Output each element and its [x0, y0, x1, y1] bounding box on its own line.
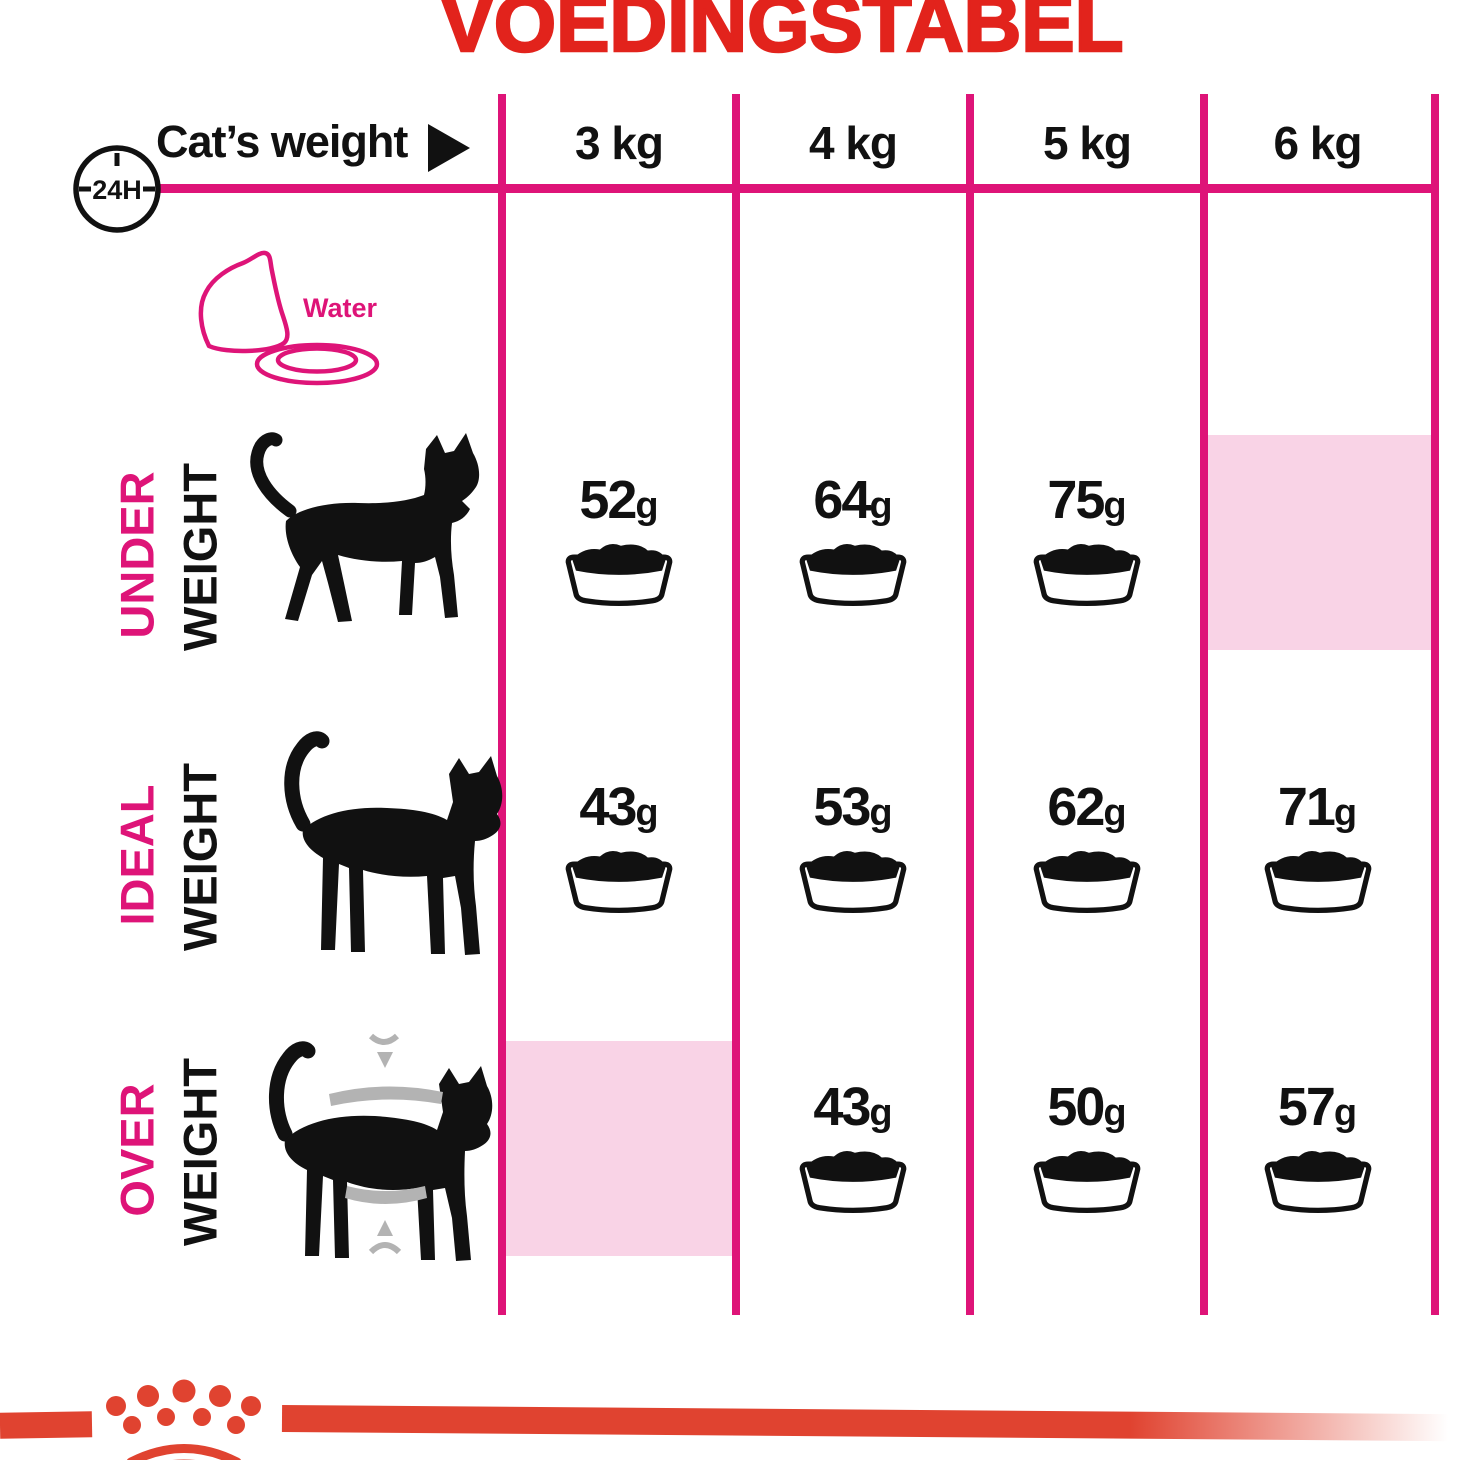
fat-arrow-down — [377, 1052, 393, 1068]
ration-amount: 71g — [1277, 777, 1358, 837]
column-divider — [1200, 94, 1208, 1315]
ration-amount: 52g — [579, 470, 659, 530]
food-bowl-icon — [561, 539, 677, 606]
row-header-cats-weight: Cat’s weight — [156, 116, 408, 167]
overweight-cat-silhouette-icon — [269, 1033, 493, 1261]
ration-cell-over-5kg: 50g — [970, 1079, 1204, 1213]
column-header-4kg: 4 kg — [808, 117, 898, 169]
food-bowl-icon — [561, 846, 677, 913]
ration-cell-ideal-4kg: 53g — [736, 779, 970, 913]
ration-cell-ideal-5kg: 62g — [970, 779, 1204, 913]
fat-arrow-down-chevron — [368, 1033, 400, 1045]
highlight-cell-under-6kg — [1208, 435, 1431, 650]
food-bowl-icon — [795, 539, 911, 606]
royal-canin-crown-logo — [106, 1379, 261, 1460]
column-divider — [498, 94, 506, 1315]
row-label-over-weight: WEIGHT — [173, 1058, 227, 1246]
ration-amount: 62g — [1047, 777, 1127, 837]
footer-red-band-left — [0, 1411, 93, 1439]
highlight-cell-over-3kg — [506, 1041, 732, 1256]
row-label-under: UNDER — [110, 471, 164, 639]
food-bowl-icon — [1260, 846, 1376, 913]
ration-cell-ideal-6kg: 71g — [1204, 779, 1431, 913]
svg-text:24H: 24H — [92, 175, 142, 205]
24h-clock-icon: 24H — [73, 145, 161, 233]
fat-arrow-up-chevron — [368, 1242, 402, 1255]
ration-amount: 75g — [1047, 470, 1127, 530]
ration-cell-under-4kg: 64g — [736, 472, 970, 606]
slim-cat-silhouette-icon — [250, 432, 480, 622]
column-divider — [732, 94, 740, 1315]
column-divider — [1431, 94, 1439, 1315]
cat-drinking-water-icon — [198, 250, 380, 386]
column-header-5kg: 5 kg — [1042, 117, 1132, 169]
row-label-under-weight: WEIGHT — [173, 463, 227, 651]
back-fat-band — [329, 1086, 443, 1106]
fat-arrow-up — [377, 1220, 393, 1236]
ration-cell-over-6kg: 57g — [1204, 1079, 1431, 1213]
row-label-ideal: IDEAL — [110, 784, 164, 926]
page-title: VOEDINGSTABEL — [439, 0, 1125, 68]
ration-amount: 43g — [579, 777, 659, 837]
food-bowl-icon — [1029, 846, 1145, 913]
ration-cell-under-3kg: 52g — [502, 472, 736, 606]
ration-amount: 57g — [1277, 1077, 1358, 1137]
ration-cell-over-4kg: 43g — [736, 1079, 970, 1213]
footer-red-band-right — [281, 1405, 1460, 1442]
row-label-ideal-weight: WEIGHT — [173, 763, 227, 951]
food-bowl-icon — [1029, 539, 1145, 606]
belly-fat-band — [345, 1186, 427, 1204]
ideal-cat-silhouette-icon — [284, 731, 503, 955]
column-header-3kg: 3 kg — [574, 117, 664, 169]
food-bowl-icon — [1029, 1146, 1145, 1213]
food-bowl-icon — [1260, 1146, 1376, 1213]
food-bowl-icon — [795, 1146, 911, 1213]
ration-amount: 43g — [813, 1077, 893, 1137]
column-divider — [966, 94, 974, 1315]
ration-amount: 50g — [1047, 1077, 1127, 1137]
ration-amount: 53g — [813, 777, 893, 837]
ration-amount: 64g — [813, 470, 893, 530]
row-label-over: OVER — [110, 1083, 164, 1217]
header-underline — [158, 184, 1439, 193]
water-label: Water — [303, 293, 378, 323]
food-bowl-icon — [795, 846, 911, 913]
right-triangle-icon — [428, 124, 470, 172]
column-header-6kg: 6 kg — [1273, 117, 1362, 169]
ration-cell-ideal-3kg: 43g — [502, 779, 736, 913]
ration-cell-under-5kg: 75g — [970, 472, 1204, 606]
